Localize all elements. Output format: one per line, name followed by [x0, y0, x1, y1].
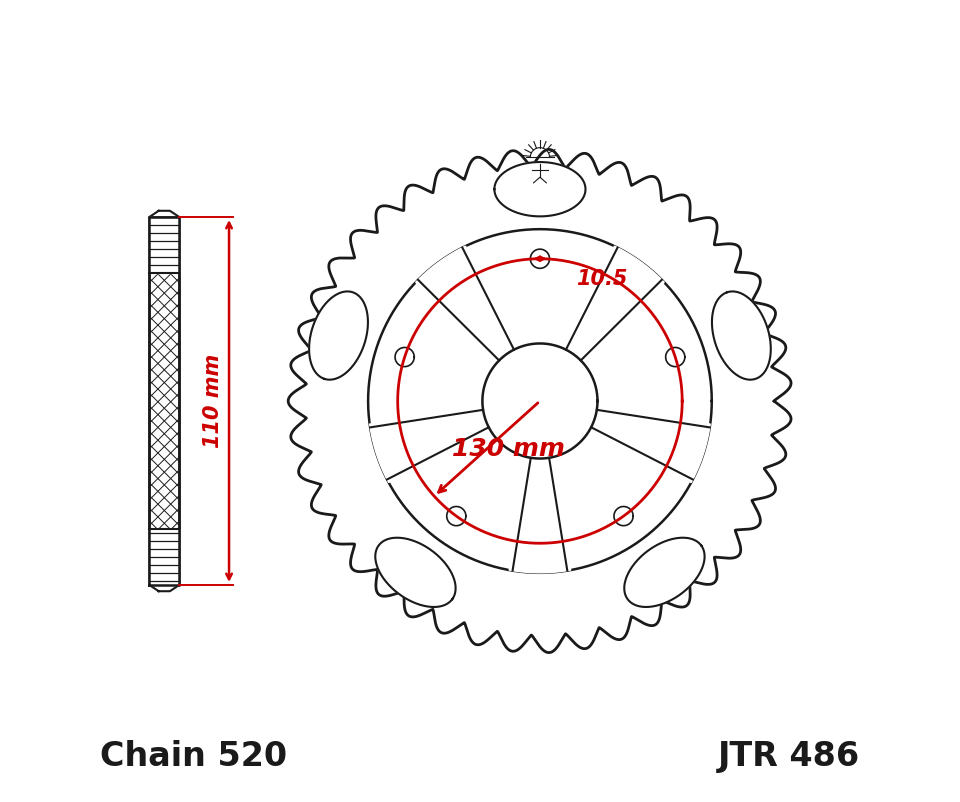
Polygon shape	[665, 347, 684, 367]
Polygon shape	[446, 507, 466, 525]
Polygon shape	[370, 409, 490, 483]
Polygon shape	[530, 249, 549, 269]
Text: 10.5: 10.5	[576, 269, 627, 289]
Text: JTR 486: JTR 486	[717, 739, 859, 772]
Polygon shape	[416, 246, 515, 361]
Polygon shape	[149, 585, 180, 591]
Polygon shape	[614, 507, 634, 525]
Polygon shape	[712, 291, 771, 379]
Text: Chain 520: Chain 520	[101, 739, 287, 772]
Polygon shape	[149, 217, 180, 585]
Text: 130 mm: 130 mm	[451, 437, 564, 461]
Polygon shape	[624, 537, 705, 607]
Polygon shape	[375, 537, 456, 607]
Polygon shape	[154, 217, 175, 221]
Polygon shape	[564, 246, 664, 361]
Polygon shape	[149, 217, 180, 273]
Text: 110 mm: 110 mm	[204, 354, 223, 448]
Polygon shape	[396, 347, 414, 367]
Polygon shape	[509, 458, 570, 573]
Polygon shape	[494, 162, 586, 217]
Polygon shape	[482, 343, 597, 459]
Polygon shape	[309, 291, 368, 379]
Polygon shape	[590, 409, 710, 483]
Polygon shape	[149, 211, 180, 217]
Polygon shape	[149, 529, 180, 585]
Polygon shape	[288, 149, 791, 653]
